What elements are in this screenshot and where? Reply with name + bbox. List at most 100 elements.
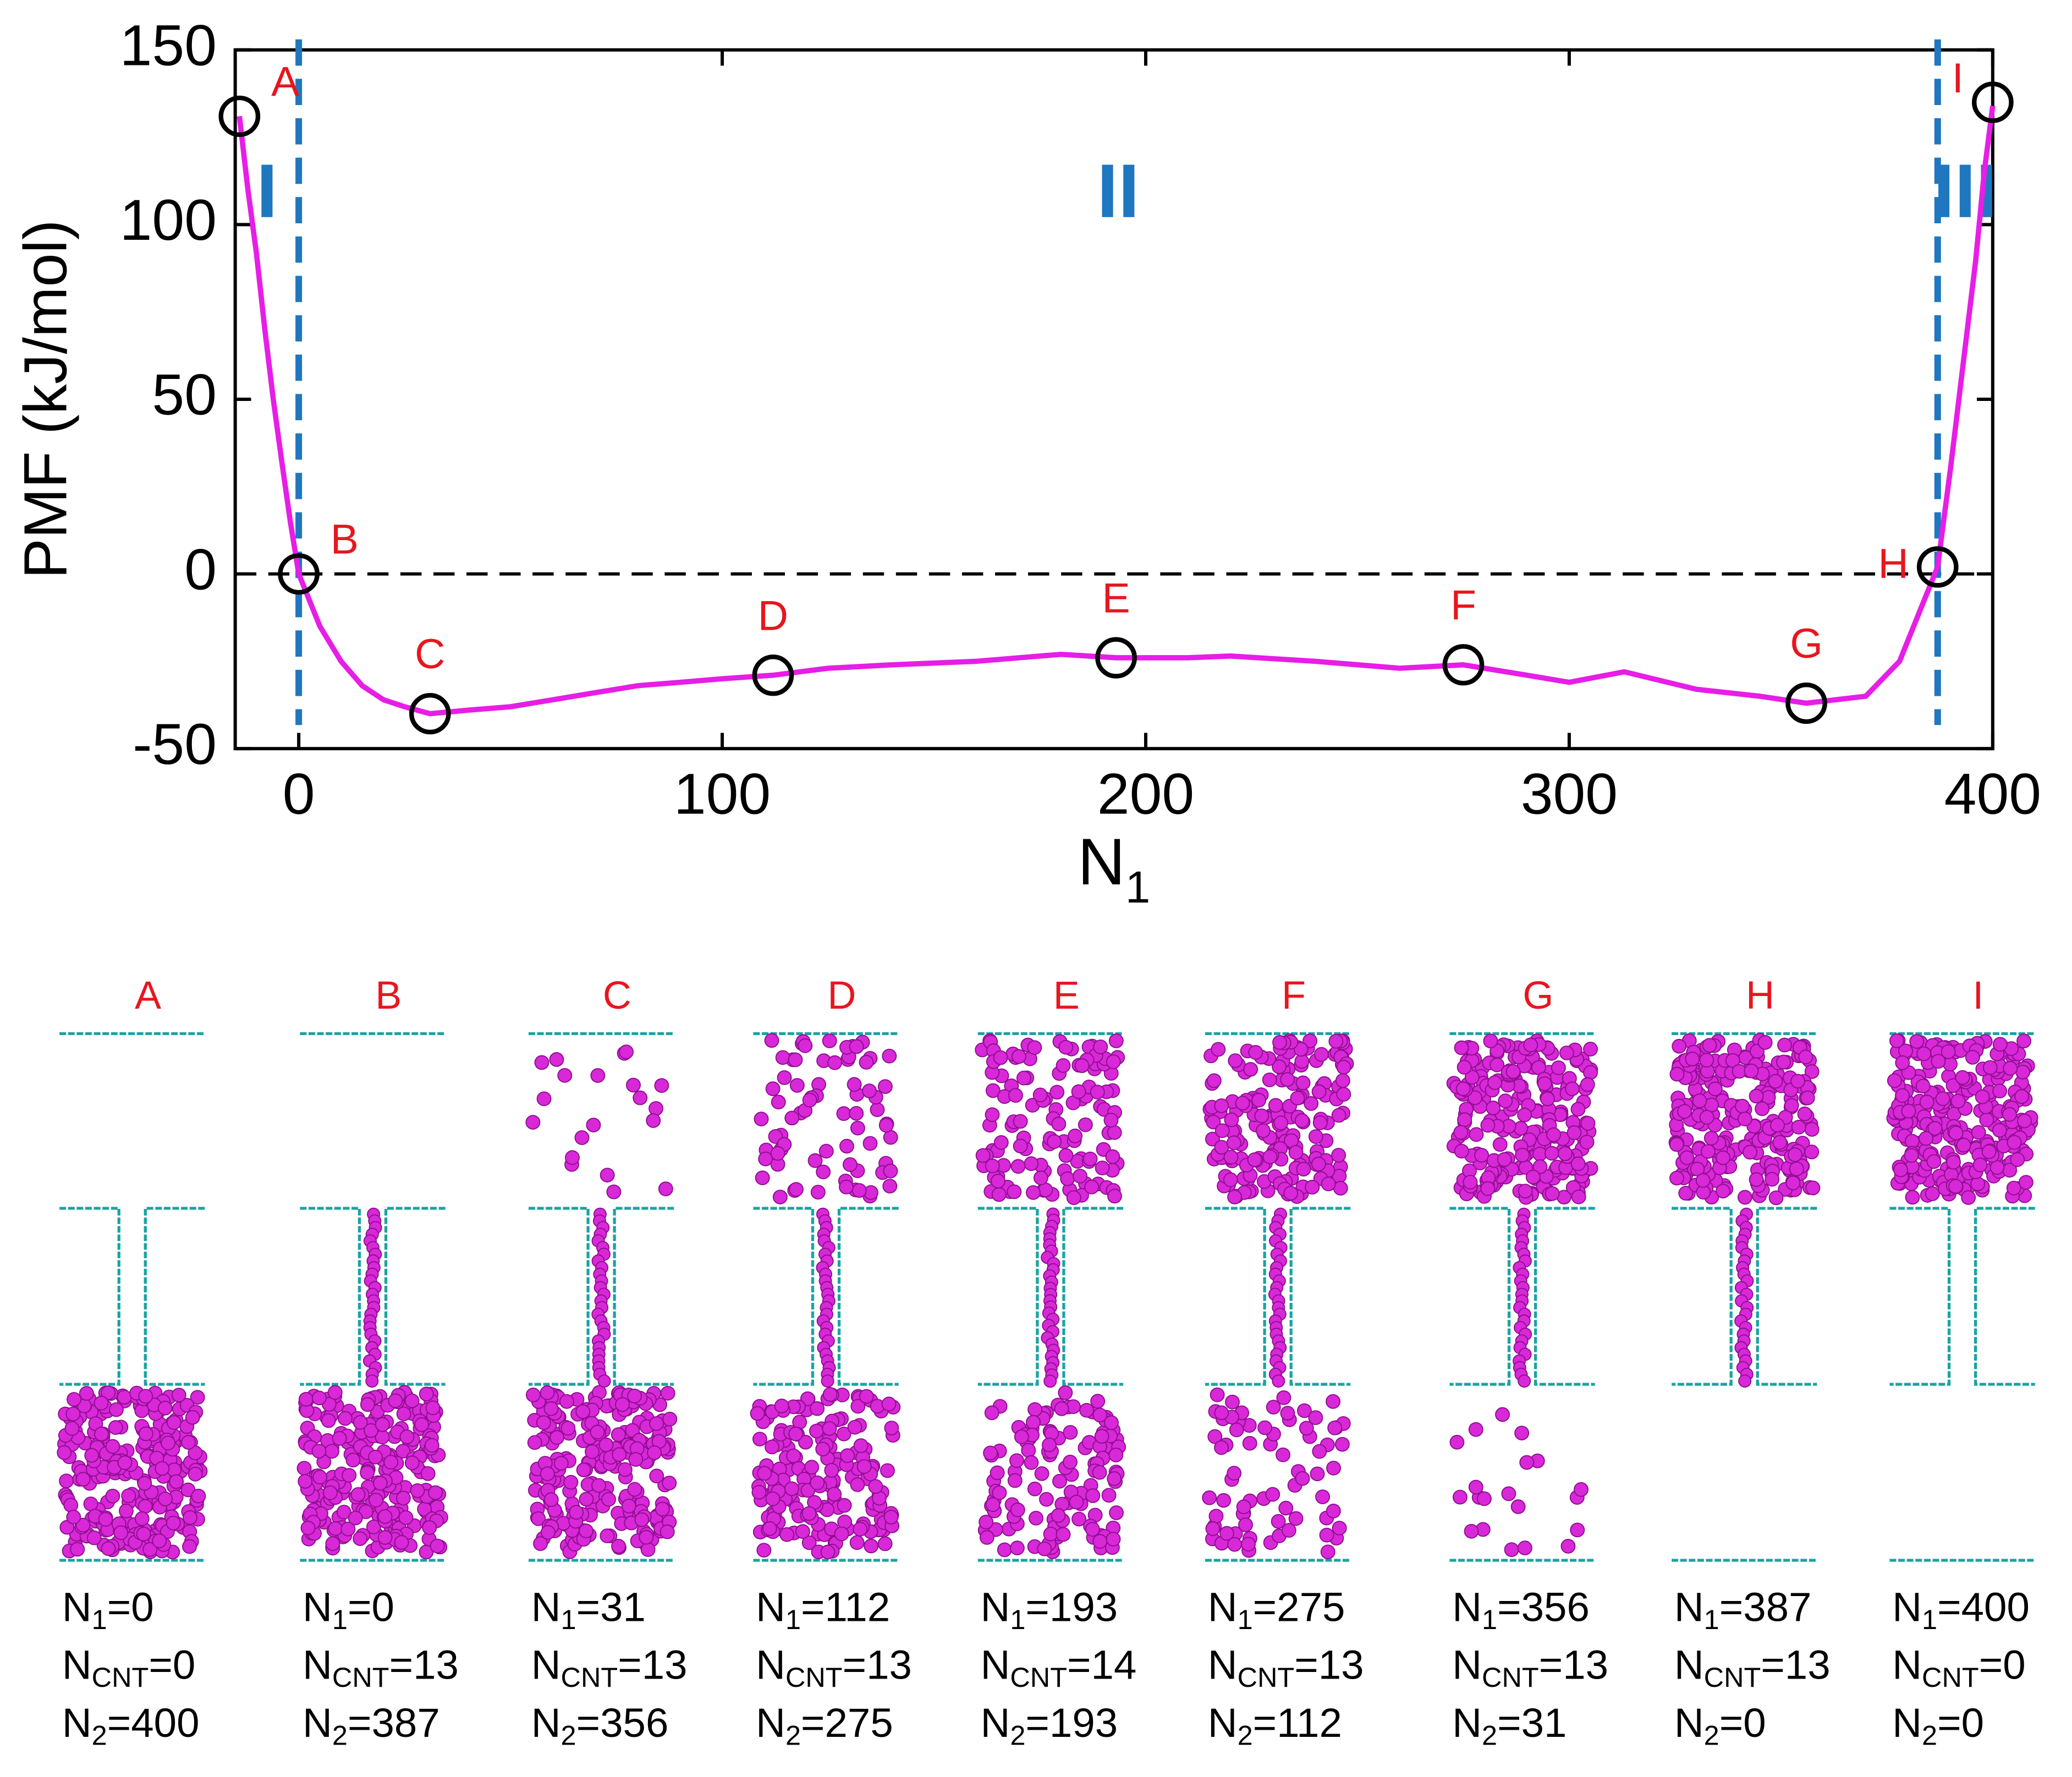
- molecule: [1021, 1443, 1036, 1458]
- molecule: [822, 1387, 838, 1402]
- molecule: [369, 1493, 383, 1508]
- molecule: [839, 1179, 854, 1195]
- molecule: [536, 1415, 551, 1431]
- molecule: [600, 1528, 615, 1543]
- count-equals: =: [107, 1700, 131, 1746]
- molecule: [850, 1399, 866, 1414]
- molecule: [770, 1146, 785, 1161]
- count-value: 13: [413, 1642, 459, 1688]
- molecule: [1570, 1102, 1586, 1117]
- molecule: [1319, 1527, 1334, 1543]
- molecule: [70, 1542, 85, 1557]
- snapshot-count: N1=193: [981, 1584, 1118, 1635]
- molecule: [1757, 1035, 1773, 1050]
- molecule: [882, 1048, 897, 1064]
- y-tick-label: 50: [152, 363, 217, 427]
- molecule: [1214, 1405, 1229, 1421]
- molecule: [756, 1543, 772, 1558]
- molecule: [1052, 1473, 1067, 1489]
- molecule: [83, 1497, 98, 1511]
- molecule: [1537, 1076, 1552, 1091]
- molecule: [1288, 1145, 1304, 1160]
- molecule: [654, 1078, 669, 1093]
- molecule: [1302, 1033, 1317, 1048]
- molecule: [1948, 1179, 1964, 1194]
- state-label: F: [1450, 582, 1476, 629]
- molecule: [849, 1535, 865, 1550]
- count-value: 275: [1277, 1584, 1345, 1630]
- molecule: [1308, 1410, 1323, 1426]
- molecule: [1106, 1054, 1121, 1069]
- molecule: [1214, 1098, 1229, 1113]
- molecule: [353, 1415, 368, 1430]
- molecule: [1109, 1505, 1124, 1520]
- molecule: [428, 1485, 443, 1500]
- molecule: [991, 1187, 1007, 1202]
- molecule: [851, 1183, 867, 1198]
- molecule: [1009, 1541, 1025, 1555]
- molecule: [765, 1491, 781, 1506]
- channel-wall: [1672, 1207, 1817, 1386]
- molecule: [598, 1437, 614, 1453]
- molecule: [1227, 1466, 1242, 1481]
- count-equals: =: [1294, 1642, 1318, 1688]
- channel-wall: [1449, 1207, 1595, 1386]
- y-tick-label: 150: [120, 14, 217, 78]
- molecule: [1225, 1394, 1240, 1410]
- molecule: [1265, 1487, 1280, 1502]
- molecule: [332, 1431, 347, 1446]
- molecule: [1202, 1490, 1217, 1505]
- snapshot-label: E: [1053, 973, 1080, 1017]
- molecule: [1290, 1091, 1305, 1106]
- molecule: [298, 1391, 314, 1407]
- molecule: [1703, 1131, 1719, 1146]
- molecule: [1241, 1537, 1256, 1552]
- molecule: [365, 1374, 379, 1388]
- snapshot-count: NCNT=13: [1452, 1642, 1608, 1693]
- molecule: [1257, 1420, 1273, 1435]
- molecule: [1490, 1057, 1505, 1072]
- molecule: [395, 1444, 411, 1459]
- molecule: [419, 1387, 434, 1402]
- molecule: [1227, 1190, 1243, 1204]
- molecule: [600, 1168, 615, 1182]
- snapshot-count: NCNT=13: [303, 1642, 459, 1693]
- molecule: [1946, 1154, 1961, 1170]
- count-value: 14: [1091, 1642, 1137, 1688]
- molecule: [166, 1516, 181, 1531]
- molecule: [1074, 1058, 1090, 1074]
- molecule: [1669, 1066, 1685, 1082]
- molecule: [1790, 1074, 1805, 1089]
- molecule: [1895, 1055, 1910, 1070]
- molecule: [2010, 1152, 2025, 1167]
- molecule: [1243, 1061, 1258, 1077]
- molecule: [1679, 1150, 1695, 1165]
- molecule: [1103, 1113, 1119, 1128]
- molecule: [1027, 1402, 1043, 1417]
- molecule: [394, 1535, 409, 1550]
- molecule: [312, 1470, 328, 1485]
- molecule: [660, 1385, 675, 1401]
- molecule: [1909, 1034, 1925, 1049]
- count-subscript: 1: [561, 1604, 576, 1636]
- molecule: [1895, 1088, 1910, 1103]
- channel-wall: [300, 1207, 446, 1386]
- molecule: [617, 1462, 633, 1477]
- snapshot-count: N2=31: [1452, 1700, 1567, 1751]
- molecule: [836, 1106, 851, 1121]
- snapshot-count: N1=400: [1892, 1584, 2030, 1635]
- molecule: [847, 1077, 862, 1092]
- molecule: [784, 1481, 799, 1497]
- molecule: [821, 1374, 834, 1388]
- molecule: [837, 1514, 853, 1530]
- molecule: [628, 1452, 644, 1467]
- molecule: [809, 1423, 824, 1439]
- count-value: 400: [1961, 1584, 2030, 1630]
- state-label: D: [758, 592, 789, 639]
- molecule: [185, 1410, 200, 1425]
- count-subscript: CNT: [1922, 1662, 1979, 1693]
- count-equals: =: [1025, 1584, 1049, 1630]
- molecule: [1948, 1125, 1964, 1141]
- molecule: [1700, 1144, 1716, 1159]
